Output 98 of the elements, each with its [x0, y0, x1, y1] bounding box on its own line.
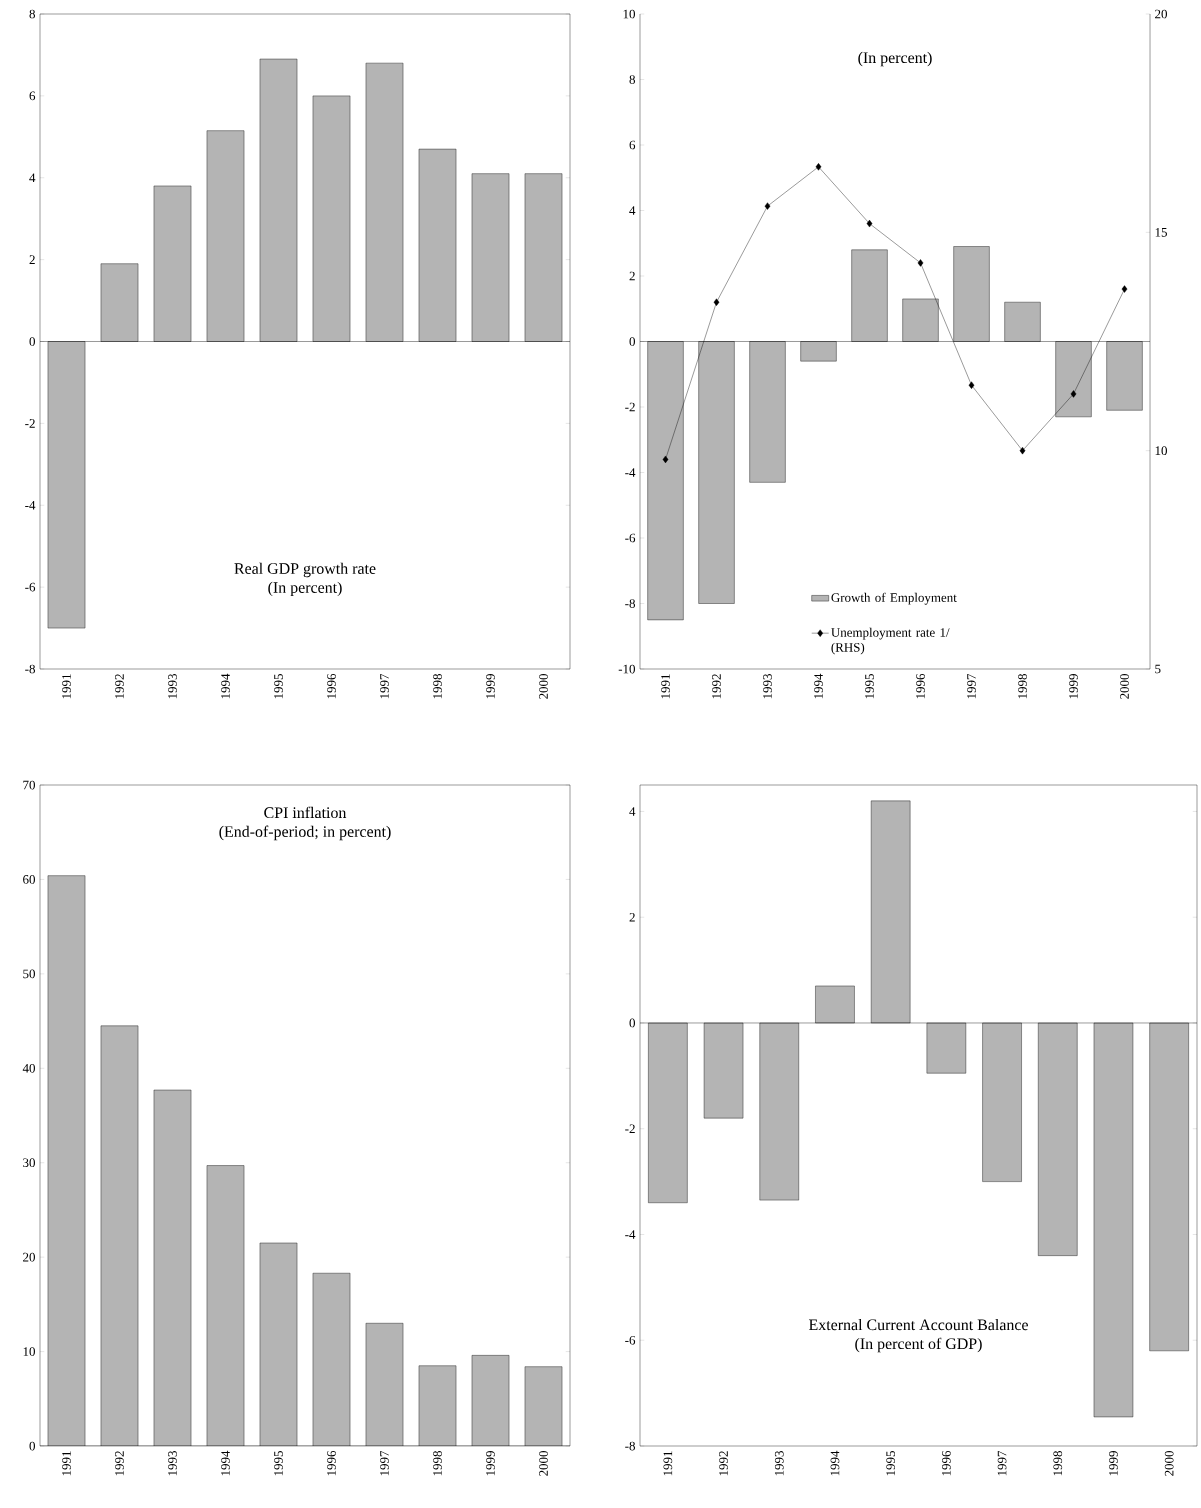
y-tick-label: 70 — [23, 780, 35, 790]
y-tick-label: -2 — [625, 402, 635, 412]
y2-tick-label: 20 — [1155, 9, 1167, 19]
y-tick-label: 20 — [23, 1252, 35, 1262]
text: External Current Account Balance — [808, 1318, 1028, 1331]
y-tick-label: 10 — [623, 9, 635, 19]
text: (In percent of GDP) — [855, 1337, 982, 1353]
y-tick-label: 50 — [23, 969, 35, 979]
x-tick-label: 1997 — [380, 1450, 389, 1476]
x-tick-label: 1995 — [886, 1451, 896, 1476]
x-tick-label: 1999 — [1069, 674, 1078, 699]
y-tick-label: 6 — [29, 91, 36, 101]
y-tick-label: -6 — [625, 1335, 636, 1345]
x-tick-label: 1991 — [62, 674, 71, 699]
x-tick-label: 1999 — [486, 674, 495, 699]
y-tick-label: 2 — [629, 271, 635, 281]
y-tick-label: 60 — [23, 875, 35, 884]
point — [1019, 446, 1026, 455]
point — [917, 259, 924, 267]
y-tick-label: -6 — [625, 533, 636, 543]
y-tick-label: 10 — [23, 1347, 35, 1356]
legend-label: Growth of Employment — [831, 592, 957, 605]
point — [1121, 285, 1128, 293]
x-tick-label: 1995 — [865, 674, 874, 699]
x-tick-label: 1999 — [1109, 1451, 1118, 1476]
y-tick-label: 30 — [23, 1158, 35, 1168]
x-tick-label: 1995 — [274, 1451, 283, 1476]
x-tick-label: 1992 — [712, 674, 721, 699]
point — [764, 202, 771, 210]
x-tick-label: 1995 — [274, 674, 283, 699]
x-tick-label: 2000 — [1120, 674, 1129, 699]
legend-label: Unemployment rate 1/ (RHS) — [831, 627, 950, 655]
x-tick-label: 1998 — [1053, 1451, 1063, 1476]
x-tick-label: 1998 — [433, 1451, 442, 1476]
text: Real GDP growth rate — [234, 562, 376, 578]
y-tick-label: 4 — [29, 173, 36, 183]
y-tick-label: 0 — [29, 337, 35, 346]
x-tick-label: 2000 — [539, 674, 548, 699]
y2-tick-label: 5 — [1155, 664, 1161, 674]
x-tick-label: 1992 — [115, 674, 124, 699]
x-tick-label: 1993 — [763, 674, 772, 699]
x-tick-label: 1993 — [168, 674, 177, 699]
x-tick-label: 1991 — [663, 1451, 673, 1476]
y-tick-label: 8 — [629, 75, 635, 84]
text: (End-of-period; in percent) — [219, 825, 391, 841]
x-tick-label: 1991 — [661, 674, 670, 699]
y2-tick-label: 10 — [1155, 446, 1167, 456]
y-tick-label: 0 — [629, 1018, 635, 1028]
x-tick-label: 1994 — [830, 1450, 840, 1476]
y-tick-label: -10 — [618, 664, 635, 674]
y-tick-label: -4 — [25, 500, 36, 510]
y-tick-label: 4 — [629, 206, 636, 215]
y-tick-label: 0 — [629, 337, 635, 346]
y-tick-label: -8 — [25, 664, 35, 674]
x-tick-label: 1996 — [327, 673, 336, 699]
x-tick-label: 1997 — [997, 1450, 1007, 1476]
x-tick-label: 1992 — [115, 1451, 124, 1476]
y-tick-label: 2 — [629, 912, 635, 922]
x-tick-label: 1994 — [221, 1450, 230, 1476]
point — [1070, 390, 1077, 398]
x-tick-label: 1993 — [774, 1451, 784, 1476]
x-tick-label: 1998 — [1018, 674, 1027, 699]
x-tick-label: 2000 — [539, 1451, 548, 1476]
x-tick-label: 1998 — [433, 674, 442, 699]
x-tick-label: 1999 — [486, 1451, 495, 1476]
x-tick-label: 1996 — [942, 1450, 951, 1476]
y-tick-label: 8 — [29, 9, 35, 19]
x-tick-label: 1996 — [916, 673, 925, 699]
x-tick-label: 1994 — [221, 673, 230, 699]
y-tick-label: -8 — [625, 1441, 635, 1451]
y-tick-label: 0 — [29, 1441, 35, 1451]
y-tick-label: -8 — [625, 599, 635, 608]
point — [713, 298, 720, 306]
y-tick-label: -2 — [25, 419, 35, 428]
point — [662, 455, 669, 464]
x-tick-label: 1997 — [380, 673, 389, 699]
x-tick-label: 1994 — [814, 673, 823, 699]
x-tick-label: 1996 — [327, 1450, 336, 1476]
point — [866, 219, 873, 228]
y-tick-label: -4 — [625, 468, 636, 477]
y-tick-label: 6 — [629, 140, 636, 150]
y-tick-label: -4 — [625, 1230, 636, 1239]
y-tick-label: 40 — [22, 1063, 35, 1073]
y-tick-label: -2 — [625, 1124, 635, 1134]
x-tick-label: 1993 — [168, 1451, 177, 1476]
y2-tick-label: 15 — [1155, 228, 1167, 237]
y-tick-label: 2 — [29, 255, 35, 264]
text: CPI inflation — [264, 806, 347, 819]
x-tick-label: 1991 — [62, 1451, 71, 1476]
point — [815, 163, 822, 171]
x-tick-label: 2000 — [1164, 1451, 1174, 1476]
x-tick-label: 1997 — [967, 673, 976, 699]
point — [968, 381, 975, 389]
text: (In percent) — [858, 51, 932, 67]
y-tick-label: 4 — [629, 807, 636, 816]
x-tick-label: 1992 — [719, 1451, 728, 1476]
y-tick-label: -6 — [25, 582, 36, 592]
text: (In percent) — [268, 581, 342, 597]
